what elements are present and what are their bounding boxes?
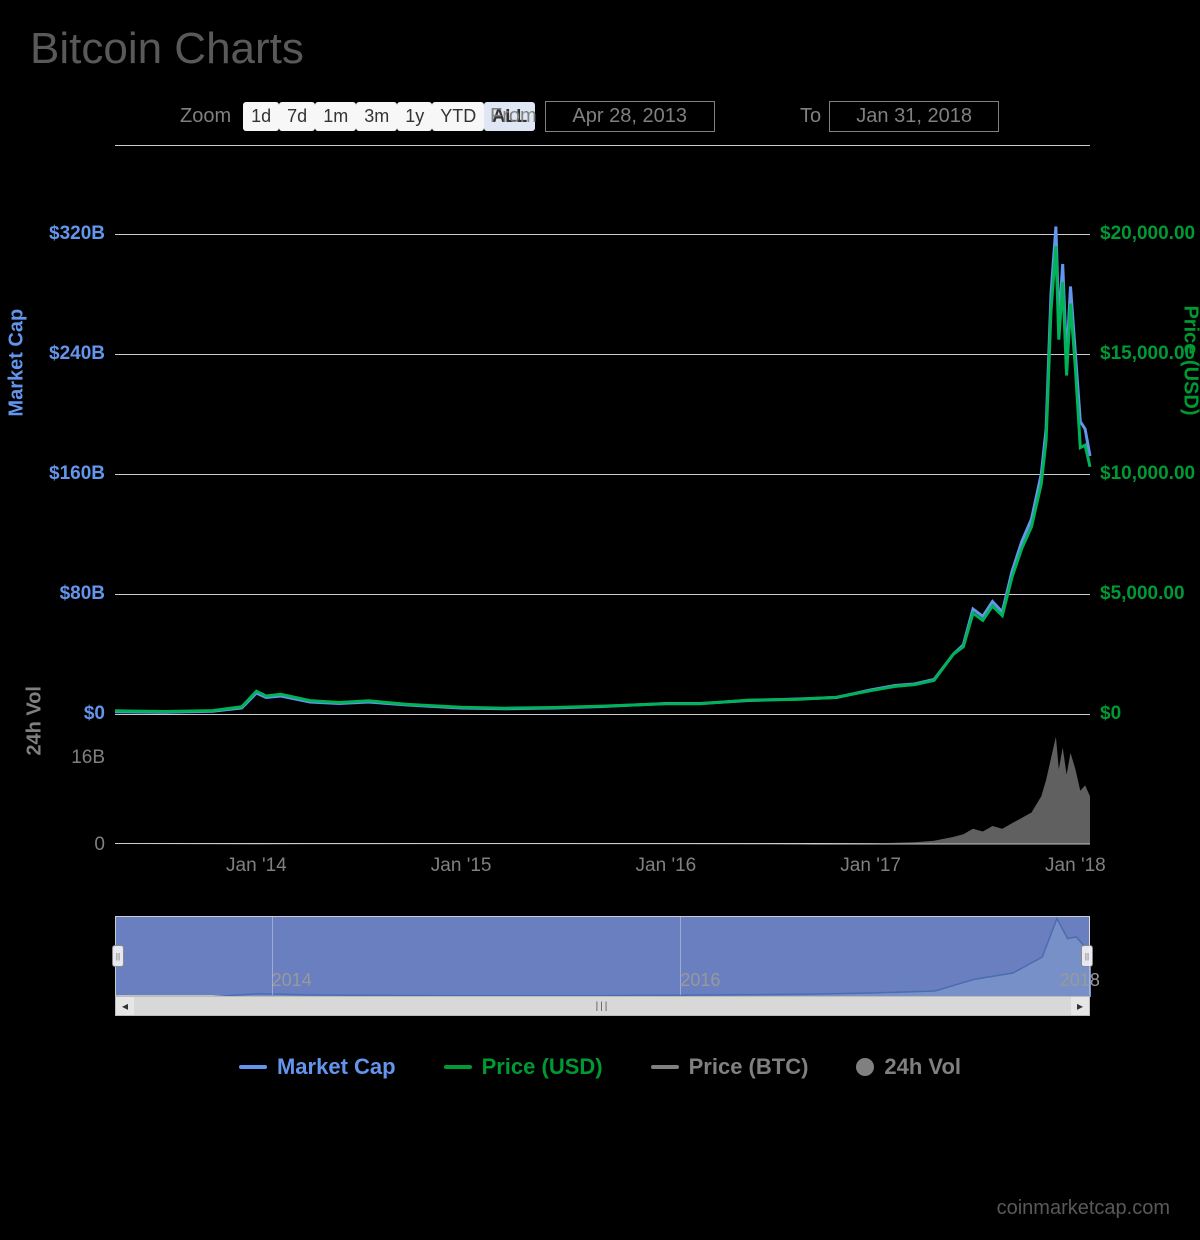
range-handle-right[interactable]: || [1081, 945, 1093, 967]
x-tick: Jan '14 [226, 843, 287, 877]
navigator-svg [116, 917, 1091, 997]
zoom-label: Zoom [180, 105, 231, 128]
navigator-year-label: 2016 [680, 970, 720, 991]
left-tick: $80B [60, 583, 115, 605]
scroll-track[interactable]: ||| [134, 997, 1071, 1015]
date-from-input[interactable] [545, 101, 715, 132]
date-to-label: To [800, 105, 821, 128]
range-handle-left[interactable]: || [112, 945, 124, 967]
volume-bars-svg [115, 715, 1090, 845]
main-price-plot[interactable]: Market Cap Price (USD) $0$0$80B$5,000.00… [115, 204, 1090, 714]
date-to-group: To [800, 101, 999, 132]
x-tick: Jan '16 [636, 843, 697, 877]
zoom-button-1y[interactable]: 1y [397, 102, 432, 131]
x-tick: Jan '17 [840, 843, 901, 877]
right-tick: $15,000.00 [1090, 343, 1195, 365]
legend-label: Price (USD) [482, 1054, 603, 1080]
legend-swatch [856, 1058, 874, 1076]
legend-item-24h-vol[interactable]: 24h Vol [856, 1054, 961, 1080]
left-tick: $320B [49, 223, 115, 245]
price-lines-svg [115, 204, 1090, 714]
volume-axis-label: 24h Vol [24, 686, 47, 756]
zoom-button-ytd[interactable]: YTD [432, 102, 484, 131]
chart-title: Bitcoin Charts [0, 0, 1200, 74]
left-tick: $0 [84, 703, 115, 725]
zoom-button-7d[interactable]: 7d [279, 102, 315, 131]
zoom-controls: Zoom 1d7d1m3m1yYTDALL From To [0, 74, 1200, 131]
volume-tick: 16B [71, 747, 115, 769]
range-navigator[interactable]: || || 201420162018 [115, 916, 1090, 996]
zoom-button-1m[interactable]: 1m [315, 102, 356, 131]
right-tick: $20,000.00 [1090, 223, 1195, 245]
scroll-right-button[interactable]: ▸ [1071, 997, 1089, 1015]
chart-area: Market Cap Price (USD) $0$0$80B$5,000.00… [115, 145, 1090, 844]
right-tick: $10,000.00 [1090, 463, 1195, 485]
legend-label: Market Cap [277, 1054, 396, 1080]
left-tick: $160B [49, 463, 115, 485]
volume-plot[interactable]: 24h Vol 016BJan '14Jan '15Jan '16Jan '17… [115, 714, 1090, 844]
navigator-year-label: 2018 [1060, 970, 1100, 991]
date-to-input[interactable] [829, 101, 999, 132]
legend-item-price-usd-[interactable]: Price (USD) [444, 1054, 603, 1080]
chart-legend: Market Cap Price (USD) Price (BTC) 24h Vol [0, 1054, 1200, 1080]
legend-item-price-btc-[interactable]: Price (BTC) [651, 1054, 809, 1080]
legend-swatch [444, 1065, 472, 1069]
zoom-button-3m[interactable]: 3m [356, 102, 397, 131]
left-axis-label: Market Cap [6, 309, 29, 417]
right-tick: $5,000.00 [1090, 583, 1185, 605]
navigator-scrollbar[interactable]: ◂ ||| ▸ [115, 996, 1090, 1016]
left-tick: $240B [49, 343, 115, 365]
attribution-text: coinmarketcap.com [997, 1197, 1170, 1220]
legend-item-market-cap[interactable]: Market Cap [239, 1054, 396, 1080]
volume-tick: 0 [94, 834, 115, 856]
right-tick: $0 [1090, 703, 1121, 725]
legend-swatch [651, 1065, 679, 1069]
legend-swatch [239, 1065, 267, 1069]
x-tick: Jan '18 [1045, 843, 1106, 877]
date-from-label: From [490, 105, 537, 128]
navigator-year-label: 2014 [272, 970, 312, 991]
scroll-left-button[interactable]: ◂ [116, 997, 134, 1015]
legend-label: 24h Vol [884, 1054, 961, 1080]
x-tick: Jan '15 [431, 843, 492, 877]
zoom-button-1d[interactable]: 1d [243, 102, 279, 131]
legend-label: Price (BTC) [689, 1054, 809, 1080]
date-from-group: From [490, 101, 715, 132]
